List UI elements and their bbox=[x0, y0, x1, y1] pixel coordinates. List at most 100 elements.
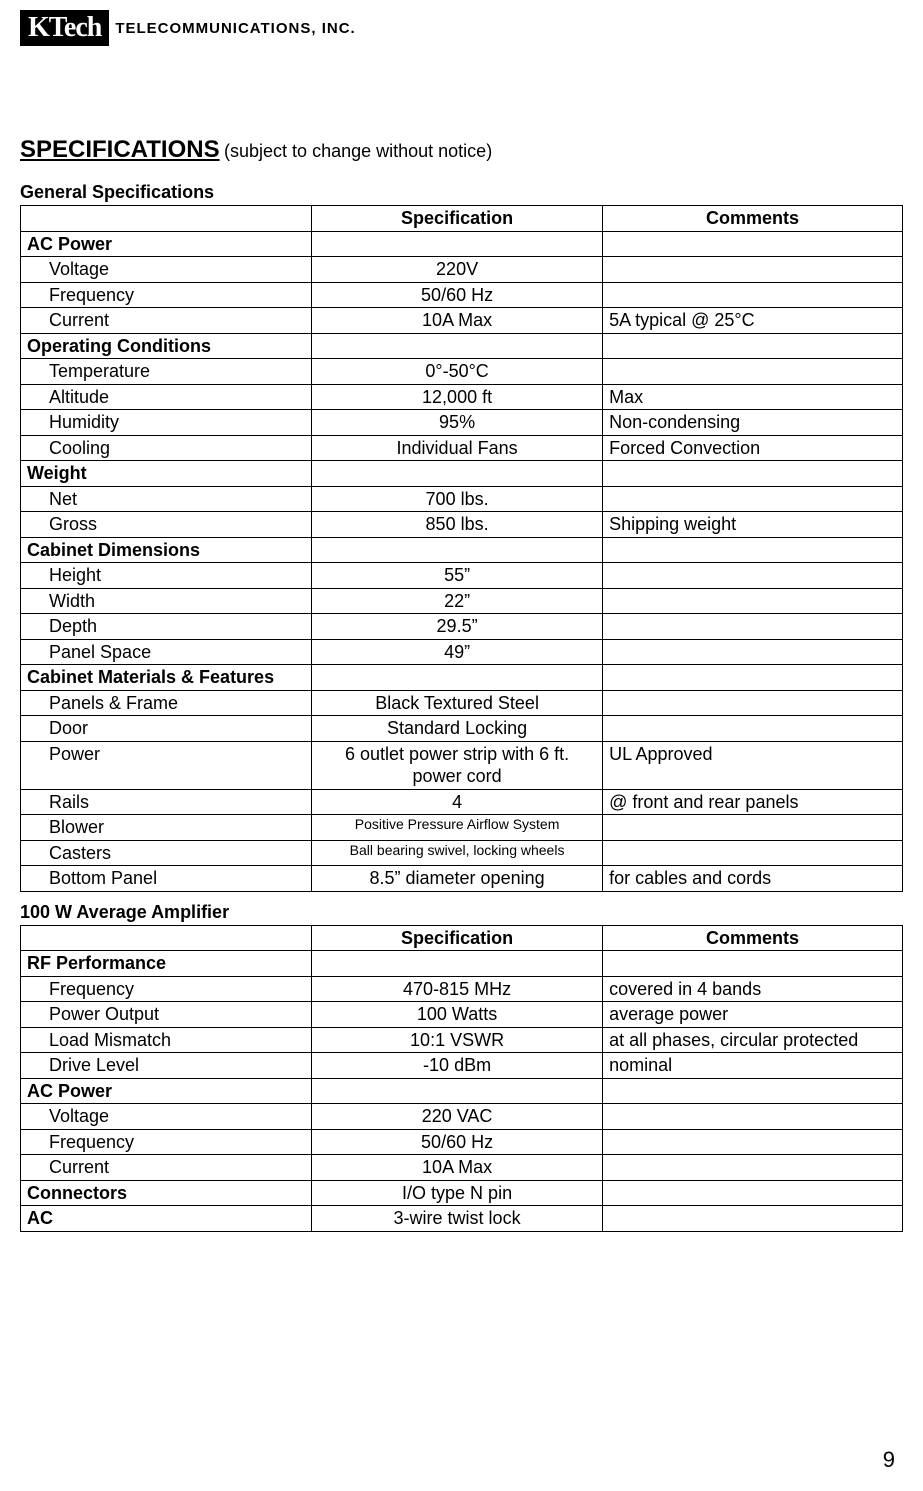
row-spec: -10 dBm bbox=[312, 1053, 603, 1079]
row-comment bbox=[603, 1180, 903, 1206]
row-param: Temperature bbox=[21, 359, 312, 385]
table-row: Depth29.5” bbox=[21, 614, 903, 640]
table-row: Frequency470-815 MHzcovered in 4 bands bbox=[21, 976, 903, 1002]
row-comment: Max bbox=[603, 384, 903, 410]
table-row: Weight bbox=[21, 461, 903, 487]
row-comment bbox=[603, 333, 903, 359]
col-param-head bbox=[21, 925, 312, 951]
table-row: Gross850 lbs.Shipping weight bbox=[21, 512, 903, 538]
section-head-general: General Specifications bbox=[20, 182, 903, 203]
row-spec: I/O type N pin bbox=[312, 1180, 603, 1206]
row-spec: 0°-50°C bbox=[312, 359, 603, 385]
table-row: Frequency50/60 Hz bbox=[21, 1129, 903, 1155]
row-param: Drive Level bbox=[21, 1053, 312, 1079]
row-comment bbox=[603, 486, 903, 512]
row-spec: 10A Max bbox=[312, 1155, 603, 1181]
row-spec: 850 lbs. bbox=[312, 512, 603, 538]
row-comment: @ front and rear panels bbox=[603, 789, 903, 815]
row-comment bbox=[603, 359, 903, 385]
row-param: Rails bbox=[21, 789, 312, 815]
page: KTech TELECOMMUNICATIONS, INC. SPECIFICA… bbox=[0, 0, 923, 1491]
row-comment: Non-condensing bbox=[603, 410, 903, 436]
row-spec: 220 VAC bbox=[312, 1104, 603, 1130]
table-row: RF Performance bbox=[21, 951, 903, 977]
row-spec bbox=[312, 461, 603, 487]
table-row: AC3-wire twist lock bbox=[21, 1206, 903, 1232]
row-comment: at all phases, circular protected bbox=[603, 1027, 903, 1053]
row-comment bbox=[603, 1078, 903, 1104]
row-category: Connectors bbox=[21, 1180, 312, 1206]
table-row: Power Output100 Wattsaverage power bbox=[21, 1002, 903, 1028]
table-row: Drive Level-10 dBmnominal bbox=[21, 1053, 903, 1079]
row-param: Casters bbox=[21, 840, 312, 866]
table-row: Bottom Panel8.5” diameter openingfor cab… bbox=[21, 866, 903, 892]
row-comment bbox=[603, 716, 903, 742]
table-row: Rails4@ front and rear panels bbox=[21, 789, 903, 815]
table-row: Net700 lbs. bbox=[21, 486, 903, 512]
col-spec-head: Specification bbox=[312, 206, 603, 232]
row-param: Frequency bbox=[21, 976, 312, 1002]
table-row: BlowerPositive Pressure Airflow System bbox=[21, 815, 903, 841]
table-row: ConnectorsI/O type N pin bbox=[21, 1180, 903, 1206]
row-spec: 55” bbox=[312, 563, 603, 589]
row-spec: 6 outlet power strip with 6 ft. power co… bbox=[312, 741, 603, 789]
row-param: Depth bbox=[21, 614, 312, 640]
row-category: Weight bbox=[21, 461, 312, 487]
row-param: Gross bbox=[21, 512, 312, 538]
col-spec-head: Specification bbox=[312, 925, 603, 951]
amplifier-spec-table: Specification Comments RF PerformanceFre… bbox=[20, 925, 903, 1232]
table-header-row: Specification Comments bbox=[21, 925, 903, 951]
row-param: Voltage bbox=[21, 257, 312, 283]
row-spec: 100 Watts bbox=[312, 1002, 603, 1028]
row-comment: Shipping weight bbox=[603, 512, 903, 538]
table-row: Voltage220V bbox=[21, 257, 903, 283]
row-category: AC Power bbox=[21, 231, 312, 257]
row-param: Humidity bbox=[21, 410, 312, 436]
row-spec bbox=[312, 951, 603, 977]
table-row: Frequency50/60 Hz bbox=[21, 282, 903, 308]
row-spec bbox=[312, 1078, 603, 1104]
section-head-amplifier: 100 W Average Amplifier bbox=[20, 902, 903, 923]
row-param: Door bbox=[21, 716, 312, 742]
row-param: Current bbox=[21, 1155, 312, 1181]
table-row: Humidity95%Non-condensing bbox=[21, 410, 903, 436]
row-comment bbox=[603, 840, 903, 866]
row-param: Panels & Frame bbox=[21, 690, 312, 716]
row-param: Panel Space bbox=[21, 639, 312, 665]
row-spec: 10A Max bbox=[312, 308, 603, 334]
row-param: Width bbox=[21, 588, 312, 614]
row-spec: 50/60 Hz bbox=[312, 1129, 603, 1155]
table-row: Temperature0°-50°C bbox=[21, 359, 903, 385]
row-comment: Forced Convection bbox=[603, 435, 903, 461]
row-comment bbox=[603, 690, 903, 716]
row-comment bbox=[603, 1104, 903, 1130]
table-row: Panel Space49” bbox=[21, 639, 903, 665]
row-comment bbox=[603, 231, 903, 257]
row-comment bbox=[603, 614, 903, 640]
table-row: Cabinet Dimensions bbox=[21, 537, 903, 563]
table-row: Height55” bbox=[21, 563, 903, 589]
row-spec: 29.5” bbox=[312, 614, 603, 640]
row-comment bbox=[603, 951, 903, 977]
row-comment bbox=[603, 1206, 903, 1232]
table-row: Width22” bbox=[21, 588, 903, 614]
row-category: Operating Conditions bbox=[21, 333, 312, 359]
row-comment bbox=[603, 588, 903, 614]
page-title: SPECIFICATIONS bbox=[20, 136, 220, 163]
row-comment bbox=[603, 639, 903, 665]
table-row: DoorStandard Locking bbox=[21, 716, 903, 742]
row-comment bbox=[603, 1155, 903, 1181]
row-spec: Standard Locking bbox=[312, 716, 603, 742]
table-header-row: Specification Comments bbox=[21, 206, 903, 232]
row-spec: Ball bearing swivel, locking wheels bbox=[312, 840, 603, 866]
logo-row: KTech TELECOMMUNICATIONS, INC. bbox=[20, 10, 903, 46]
row-spec: 8.5” diameter opening bbox=[312, 866, 603, 892]
row-param: Altitude bbox=[21, 384, 312, 410]
col-comm-head: Comments bbox=[603, 925, 903, 951]
table-row: Altitude12,000 ftMax bbox=[21, 384, 903, 410]
row-category: AC Power bbox=[21, 1078, 312, 1104]
table-row: Voltage220 VAC bbox=[21, 1104, 903, 1130]
row-spec: 3-wire twist lock bbox=[312, 1206, 603, 1232]
row-comment: average power bbox=[603, 1002, 903, 1028]
row-param: Power bbox=[21, 741, 312, 789]
